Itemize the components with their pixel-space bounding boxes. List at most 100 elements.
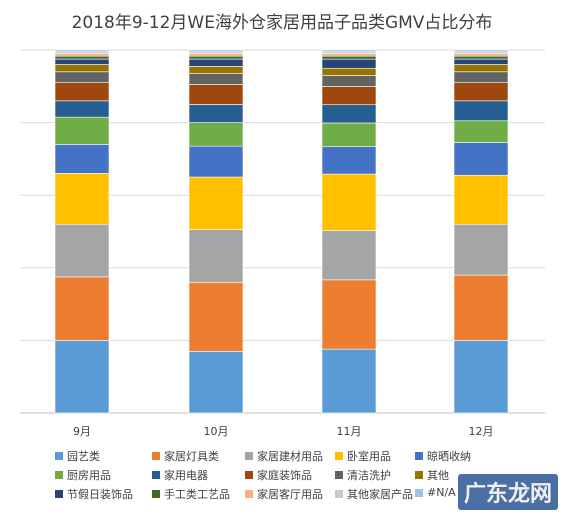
bar-segment xyxy=(321,173,377,231)
legend-swatch xyxy=(152,490,160,498)
legend-label: 清洁洗护 xyxy=(347,469,391,482)
legend-item: 其他 xyxy=(415,467,449,483)
bar-segment xyxy=(321,86,377,106)
bar-segment xyxy=(188,229,244,283)
x-tick-label: 10月 xyxy=(204,425,229,438)
bar-segment xyxy=(188,145,244,178)
legend-item: 其他家居产品 xyxy=(335,486,413,502)
legend-swatch xyxy=(335,490,343,498)
bar-segment xyxy=(321,122,377,147)
legend-item: 家居客厅用品 xyxy=(245,486,323,502)
bar-segment xyxy=(188,58,244,67)
legend-label: 家用电器 xyxy=(164,469,208,482)
x-tick-label: 9月 xyxy=(73,425,91,438)
legend-swatch xyxy=(152,452,160,460)
bar-segment xyxy=(188,53,244,57)
bar-segment xyxy=(54,173,110,225)
bar-segment xyxy=(453,55,509,60)
bar-segment xyxy=(54,64,110,73)
bar-segment xyxy=(188,282,244,352)
x-tick-label: 12月 xyxy=(469,425,494,438)
legend-label: 手工类工艺品 xyxy=(164,488,230,501)
legend-item: 卧室用品 xyxy=(335,448,391,464)
bar-segment xyxy=(453,49,509,53)
bar-segment xyxy=(188,104,244,123)
bar-segment xyxy=(188,73,244,85)
bar-segment xyxy=(321,348,377,414)
legend-item: 晾晒收纳 xyxy=(415,448,471,464)
x-tick-label: 11月 xyxy=(337,425,362,438)
legend-label: 其他家居产品 xyxy=(347,488,413,501)
bar-segment xyxy=(54,116,110,145)
bar-segment xyxy=(321,55,377,60)
bar-segment xyxy=(453,340,509,414)
legend-item: 家居建材用品 xyxy=(245,448,323,464)
bar-segment xyxy=(54,340,110,414)
bar-segment xyxy=(453,100,509,122)
bar-segment xyxy=(54,55,110,60)
bar-segment xyxy=(321,75,377,87)
legend-label: 家居客厅用品 xyxy=(257,488,323,501)
bar-segment xyxy=(54,276,110,341)
legend-label: #N/A xyxy=(427,486,456,499)
bar-segment xyxy=(188,176,244,230)
bar-segment xyxy=(453,58,509,65)
bar-segment xyxy=(54,71,110,83)
legend-item: 节假日装饰品 xyxy=(55,486,133,502)
legend-item: 厨房用品 xyxy=(55,467,111,483)
legend-swatch xyxy=(335,452,343,460)
bar-segment xyxy=(453,64,509,73)
bar-segment xyxy=(453,71,509,83)
bar-segment xyxy=(54,223,110,278)
legend-swatch xyxy=(415,488,423,497)
bar-segment xyxy=(188,66,244,74)
bar-segment xyxy=(54,49,110,53)
legend-item: #N/A xyxy=(415,486,456,499)
watermark-logo: 广东龙网 xyxy=(457,474,558,510)
legend-swatch xyxy=(415,452,423,460)
bar-segment xyxy=(54,58,110,65)
legend-item: 家居灯具类 xyxy=(152,448,219,464)
legend-label: 厨房用品 xyxy=(67,469,111,482)
bar-segment xyxy=(453,120,509,143)
bar-segment xyxy=(54,53,110,57)
legend-swatch xyxy=(415,471,423,479)
legend-swatch xyxy=(55,490,63,498)
legend-label: 晾晒收纳 xyxy=(427,450,471,463)
legend-label: 园艺类 xyxy=(67,450,100,463)
legend-item: 清洁洗护 xyxy=(335,467,391,483)
legend-item: 手工类工艺品 xyxy=(152,486,230,502)
bar-segment xyxy=(321,230,377,281)
legend-label: 节假日装饰品 xyxy=(67,488,133,501)
bar-segment xyxy=(188,350,244,414)
legend-swatch xyxy=(335,471,343,479)
bar-segment xyxy=(453,53,509,57)
legend-swatch xyxy=(245,490,253,498)
legend-label: 家居建材用品 xyxy=(257,450,323,463)
legend-item: 园艺类 xyxy=(55,448,100,464)
bar-segment xyxy=(321,58,377,69)
legend-label: 其他 xyxy=(427,469,449,482)
bar-segment xyxy=(453,174,509,225)
bar-segment xyxy=(188,84,244,105)
bar-segment xyxy=(321,67,377,76)
bar-segment xyxy=(321,104,377,124)
legend-swatch xyxy=(245,471,253,479)
legend-label: 卧室用品 xyxy=(347,450,391,463)
bar-segment xyxy=(453,142,509,176)
legend-swatch xyxy=(55,471,63,479)
bar-segment xyxy=(453,82,509,102)
legend-swatch xyxy=(55,452,63,460)
legend-label: 家居灯具类 xyxy=(164,450,219,463)
bar-segment xyxy=(453,274,509,341)
bar-segment xyxy=(188,122,244,147)
bar-segment xyxy=(54,100,110,118)
bar-segment xyxy=(188,49,244,53)
bar-segment xyxy=(188,55,244,60)
bar-segment xyxy=(321,53,377,57)
bar-segment xyxy=(321,146,377,175)
legend-swatch xyxy=(152,471,160,479)
bar-segment xyxy=(54,144,110,174)
bar-segment xyxy=(321,279,377,350)
